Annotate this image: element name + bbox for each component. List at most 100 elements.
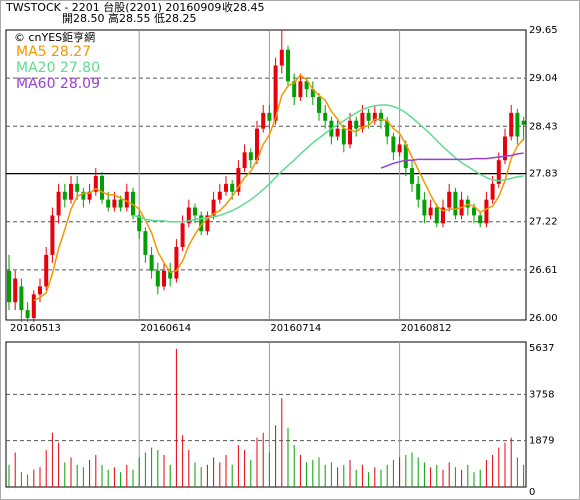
candle-body	[472, 207, 476, 216]
legend-entry: MA20 27.80	[16, 60, 100, 76]
candle-body	[453, 191, 458, 216]
candle-body	[44, 254, 49, 287]
volume-tick-label: 1879	[529, 436, 554, 447]
candle-body	[106, 199, 111, 208]
candle-body	[205, 215, 210, 232]
candle-body	[484, 199, 489, 224]
candle-body	[7, 270, 11, 303]
candle-body	[286, 49, 290, 82]
candle-body	[155, 270, 160, 287]
candle-body	[410, 168, 414, 184]
candle-body	[56, 191, 61, 216]
candle-body	[186, 207, 191, 224]
candle-body	[267, 112, 272, 121]
candle-body	[273, 65, 278, 121]
header-line1: TWSTOCK - 2201 台股(2201) 20160909	[5, 0, 221, 14]
candle-body	[248, 152, 253, 161]
legend-entry: MA60 28.09	[16, 76, 100, 92]
candle-body	[335, 128, 340, 137]
candle-body	[236, 168, 241, 192]
candle-body	[112, 199, 117, 208]
candle-body	[50, 215, 55, 255]
source-label: © cnYES鉅亨網	[14, 30, 95, 44]
candle-body	[75, 183, 80, 192]
legend-entry: MA5 28.27	[16, 44, 91, 60]
candle-body	[279, 49, 284, 66]
candle-body	[478, 215, 483, 224]
candle-body	[31, 294, 36, 318]
x-tick-label: 20160513	[10, 323, 61, 334]
volume-tick-label: 3758	[529, 389, 554, 400]
candle-body	[515, 112, 520, 137]
candle-body	[217, 191, 222, 200]
candle-body	[397, 144, 402, 153]
x-tick-label: 20160812	[401, 323, 452, 334]
candle-body	[490, 183, 495, 200]
candle-body	[372, 112, 377, 121]
candle-body	[149, 254, 154, 271]
candle-body	[521, 120, 526, 125]
candle-body	[100, 175, 104, 200]
y-tick-label: 28.43	[529, 121, 558, 132]
candle-body	[211, 199, 216, 216]
candle-body	[180, 223, 185, 247]
header-line2: 開28.50 高28.55 低28.25	[62, 11, 196, 25]
price-frame	[5, 29, 527, 321]
candle-body	[230, 183, 235, 192]
candle-body	[317, 97, 321, 113]
candle-body	[298, 81, 303, 98]
candle-body	[509, 112, 514, 137]
volume-tick-label: 0	[529, 487, 535, 498]
candle-body	[143, 231, 148, 255]
candle-body	[242, 152, 247, 169]
candle-body	[19, 286, 24, 311]
ma-line	[33, 73, 525, 302]
candle-body	[465, 199, 470, 208]
x-tick-label: 20160614	[140, 323, 191, 334]
header-close: 收28.45	[222, 0, 265, 14]
candle-body	[391, 136, 396, 153]
y-tick-label: 27.22	[529, 217, 558, 228]
candle-body	[434, 207, 439, 224]
candle-body	[168, 270, 173, 279]
candle-body	[403, 144, 408, 169]
candle-body	[354, 120, 359, 129]
ma-line	[380, 152, 524, 169]
candle-body	[385, 120, 390, 137]
candle-body	[441, 207, 445, 224]
candle-body	[137, 215, 142, 232]
candle-body	[310, 89, 315, 98]
candle-body	[124, 191, 129, 208]
candle-body	[81, 191, 86, 200]
volume-tick-label: 5637	[529, 343, 554, 354]
candle-body	[199, 215, 204, 232]
candle-body	[224, 183, 228, 192]
candle-body	[292, 81, 297, 98]
candle-body	[261, 112, 266, 129]
candle-body	[323, 112, 328, 121]
candle-body	[162, 270, 166, 287]
candle-body	[174, 246, 179, 279]
candle-body	[496, 160, 501, 184]
candle-body	[503, 136, 507, 161]
candle-body	[118, 199, 123, 208]
candle-body	[25, 310, 30, 318]
candle-body	[62, 191, 67, 200]
candle-body	[366, 112, 371, 121]
y-tick-label: 26.00	[529, 313, 558, 324]
candle-body	[255, 128, 259, 161]
candle-body	[422, 199, 427, 216]
candle-body	[13, 278, 18, 303]
y-tick-label: 29.65	[529, 25, 558, 36]
candle-body	[193, 207, 197, 216]
candle-body	[360, 112, 365, 129]
candle-body	[447, 191, 452, 208]
ma-line	[132, 104, 524, 223]
candle-body	[93, 175, 98, 192]
candle-body	[87, 191, 92, 200]
volume-frame	[5, 341, 527, 488]
candle-body	[341, 128, 346, 145]
candle-body	[304, 81, 309, 90]
y-tick-label: 26.61	[529, 265, 558, 276]
